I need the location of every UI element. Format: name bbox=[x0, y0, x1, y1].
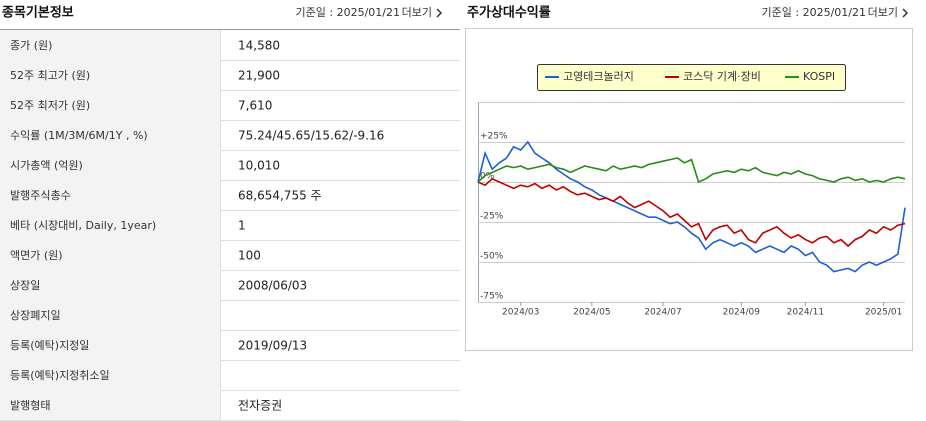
info-title: 종목기본정보 bbox=[2, 5, 74, 21]
label-cell bbox=[0, 270, 220, 300]
row-label: 베타 (시장대비, Daily, 1year) bbox=[10, 219, 156, 232]
legend-label: KOSPI bbox=[803, 70, 835, 83]
label-cell bbox=[0, 180, 220, 210]
label-cell bbox=[0, 360, 220, 390]
y-tick-label: 0% bbox=[480, 172, 495, 182]
chart-panel-more[interactable]: 더보기 bbox=[868, 6, 898, 19]
row-value: 전자증권 bbox=[238, 399, 282, 413]
row-value: 2008/06/03 bbox=[238, 279, 307, 293]
row-label: 등록(예탁)지정취소일 bbox=[10, 368, 110, 382]
info-table: 종가 (원) 14,580 52주 최고가 (원) 21,900 52주 최저가 (원)… bbox=[0, 29, 460, 421]
y-tick-label: -50% bbox=[480, 252, 504, 262]
row-value: 7,610 bbox=[238, 99, 272, 113]
label-cell bbox=[0, 150, 220, 180]
series-line bbox=[477, 157, 906, 184]
row-label: 수익률 (1M/3M/6M/1Y , %) bbox=[10, 129, 148, 142]
legend-label: 코스닥 기계·장비 bbox=[683, 70, 761, 83]
label-cell bbox=[0, 330, 220, 360]
x-tick-label: 2024/09 bbox=[723, 308, 761, 318]
chevron[interactable] bbox=[902, 8, 909, 18]
y-tick-label: -25% bbox=[480, 212, 504, 222]
x-tick-label: 2025/01 bbox=[865, 308, 902, 318]
row-value: 68,654,755 주 bbox=[238, 189, 322, 203]
row-label: 상장폐지일 bbox=[10, 308, 61, 322]
series-line bbox=[477, 140, 906, 273]
row-value: 100 bbox=[238, 249, 261, 263]
label-cell bbox=[0, 240, 220, 270]
row-label: 상장일 bbox=[10, 278, 40, 292]
chart-frame bbox=[465, 28, 913, 351]
x-tick-label: 2024/05 bbox=[573, 308, 610, 318]
row-label: 발행주식총수 bbox=[10, 189, 71, 202]
label-cell bbox=[0, 300, 220, 330]
row-label: 종가 (원) bbox=[10, 39, 52, 52]
legend-box bbox=[537, 64, 846, 91]
row-value: 14,580 bbox=[238, 39, 280, 53]
row-label: 시가총액 (억원) bbox=[10, 159, 83, 172]
chart-panel-title: 주가상대수익률 bbox=[467, 5, 551, 21]
row-label: 액면가 (원) bbox=[10, 249, 63, 262]
row-label: 52주 최저가 (원) bbox=[10, 99, 90, 112]
chart-panel-date: 기준일 : 2025/01/21 bbox=[762, 5, 866, 19]
label-cell bbox=[0, 30, 220, 60]
series-line bbox=[477, 177, 906, 248]
row-value: 10,010 bbox=[238, 159, 280, 173]
label-cell bbox=[0, 390, 220, 420]
label-cell bbox=[0, 210, 220, 240]
info-more[interactable]: 더보기 bbox=[402, 6, 432, 19]
row-value: 75.24/45.65/15.62/-9.16 bbox=[238, 129, 384, 143]
label-cell bbox=[0, 90, 220, 120]
label-cell bbox=[0, 120, 220, 150]
row-label: 등록(예탁)지정일 bbox=[10, 338, 89, 352]
row-value: 1 bbox=[238, 219, 246, 233]
chevron[interactable] bbox=[436, 8, 443, 18]
label-cell bbox=[0, 60, 220, 90]
chart: +25% 0% -25% -50% -75% 2024/03 2024/05 2024/07 2… bbox=[477, 64, 906, 318]
row-label: 발행형태 bbox=[10, 399, 50, 412]
row-value: 21,900 bbox=[238, 69, 280, 83]
y-tick-label: -75% bbox=[480, 292, 504, 302]
y-tick-label: +25% bbox=[480, 132, 508, 142]
info-date: 기준일 : 2025/01/21 bbox=[296, 5, 400, 19]
x-tick-label: 2024/07 bbox=[644, 308, 681, 318]
row-value: 2019/09/13 bbox=[238, 339, 307, 353]
row-label: 52주 최고가 (원) bbox=[10, 69, 90, 82]
x-tick-label: 2024/11 bbox=[787, 308, 824, 318]
legend-label: 고영테크놀러지 bbox=[563, 70, 634, 83]
x-tick-label: 2024/03 bbox=[502, 308, 539, 318]
